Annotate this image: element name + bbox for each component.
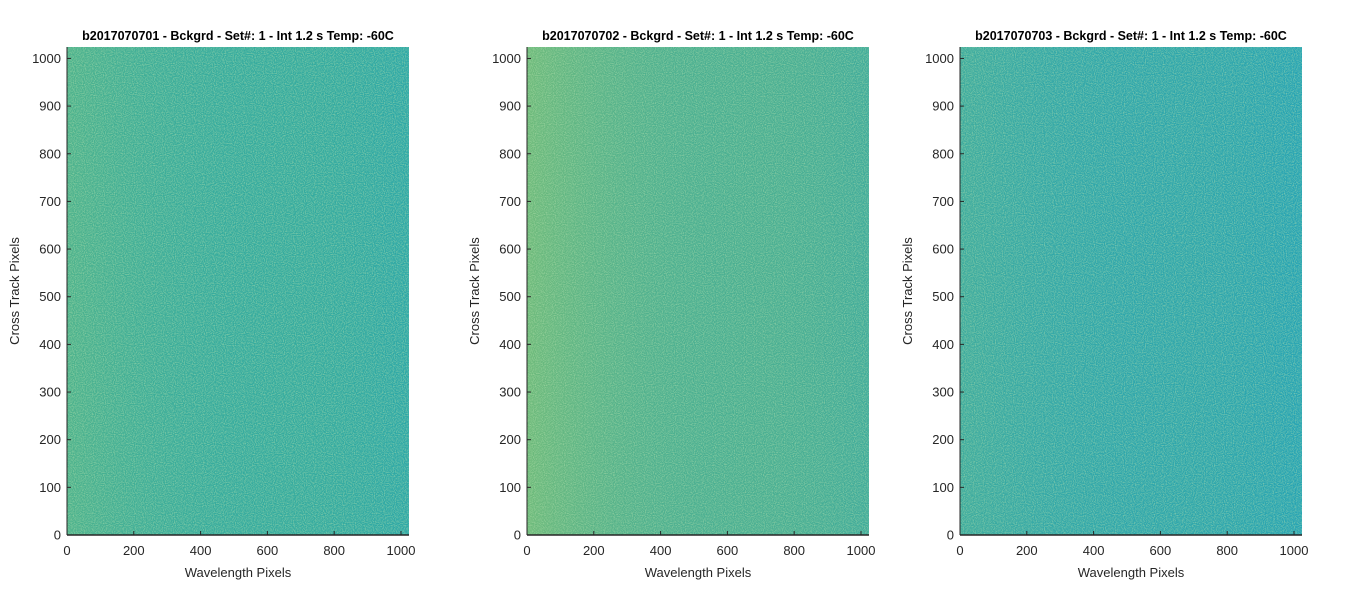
y-tick-label: 700 — [499, 194, 521, 209]
y-tick-label: 0 — [947, 528, 954, 543]
y-tick-label: 100 — [499, 480, 521, 495]
x-tick-label: 600 — [1150, 543, 1172, 558]
y-tick-label: 100 — [39, 480, 61, 495]
y-tick-label: 600 — [932, 242, 954, 257]
y-tick-label: 600 — [39, 242, 61, 257]
x-tick-label: 0 — [956, 543, 963, 558]
x-tick-label: 800 — [783, 543, 805, 558]
x-tick-label: 800 — [323, 543, 345, 558]
y-tick-label: 400 — [932, 337, 954, 352]
x-tick-label: 600 — [257, 543, 279, 558]
x-tick-label: 200 — [583, 543, 605, 558]
y-tick-label: 500 — [39, 289, 61, 304]
x-tick-label: 400 — [1083, 543, 1105, 558]
y-tick-label: 900 — [932, 99, 954, 114]
y-tick-label: 700 — [932, 194, 954, 209]
x-tick-label: 400 — [650, 543, 672, 558]
y-tick-label: 500 — [932, 289, 954, 304]
x-tick-label: 1000 — [847, 543, 876, 558]
chart-title-3: b2017070703 - Bckgrd - Set#: 1 - Int 1.2… — [975, 29, 1287, 43]
y-tick-label: 800 — [932, 146, 954, 161]
y-tick-label: 100 — [932, 480, 954, 495]
y-tick-label: 300 — [39, 385, 61, 400]
y-tick-label: 200 — [39, 432, 61, 447]
y-tick-label: 500 — [499, 289, 521, 304]
y-tick-label: 0 — [54, 528, 61, 543]
y-tick-label: 400 — [39, 337, 61, 352]
chart-title-2: b2017070702 - Bckgrd - Set#: 1 - Int 1.2… — [542, 29, 854, 43]
x-tick-label: 1000 — [1280, 543, 1309, 558]
y-axis-label-3: Cross Track Pixels — [900, 237, 915, 345]
y-tick-label: 900 — [499, 99, 521, 114]
y-tick-label: 1000 — [492, 51, 521, 66]
x-axis-label-2: Wavelength Pixels — [645, 565, 752, 580]
y-tick-label: 300 — [499, 385, 521, 400]
x-axis-label-1: Wavelength Pixels — [185, 565, 292, 580]
y-axis-label-2: Cross Track Pixels — [467, 237, 482, 345]
y-tick-label: 400 — [499, 337, 521, 352]
x-tick-label: 600 — [717, 543, 739, 558]
y-tick-label: 700 — [39, 194, 61, 209]
y-tick-label: 0 — [514, 528, 521, 543]
y-tick-label: 1000 — [925, 51, 954, 66]
y-tick-label: 200 — [499, 432, 521, 447]
y-tick-label: 600 — [499, 242, 521, 257]
heatmap-noise-2 — [527, 47, 869, 535]
x-tick-label: 200 — [1016, 543, 1038, 558]
heatmap-panel-1: 0 100 200 300 400 500 600 700 800 900 1000 0 200 400 6… — [7, 29, 415, 580]
chart-title-1: b2017070701 - Bckgrd - Set#: 1 - Int 1.2… — [82, 29, 394, 43]
x-tick-label: 1000 — [387, 543, 416, 558]
heatmap-panel-2: 0 100 200 300 400 500 600 700 800 900 1000 0 200 400 6… — [467, 29, 875, 580]
y-tick-label: 800 — [39, 146, 61, 161]
heatmap-panel-3: 0 100 200 300 400 500 600 700 800 900 1000 0 200 400 6… — [900, 29, 1308, 580]
x-tick-label: 400 — [190, 543, 212, 558]
y-tick-label: 300 — [932, 385, 954, 400]
x-tick-label: 800 — [1216, 543, 1238, 558]
x-tick-label: 200 — [123, 543, 145, 558]
x-tick-label: 0 — [523, 543, 530, 558]
y-tick-label: 900 — [39, 99, 61, 114]
y-tick-label: 800 — [499, 146, 521, 161]
y-tick-label: 1000 — [32, 51, 61, 66]
heatmap-noise-1 — [67, 47, 409, 535]
y-tick-label: 200 — [932, 432, 954, 447]
x-axis-label-3: Wavelength Pixels — [1078, 565, 1185, 580]
x-tick-label: 0 — [63, 543, 70, 558]
y-axis-label-1: Cross Track Pixels — [7, 237, 22, 345]
heatmap-noise-3 — [960, 47, 1302, 535]
